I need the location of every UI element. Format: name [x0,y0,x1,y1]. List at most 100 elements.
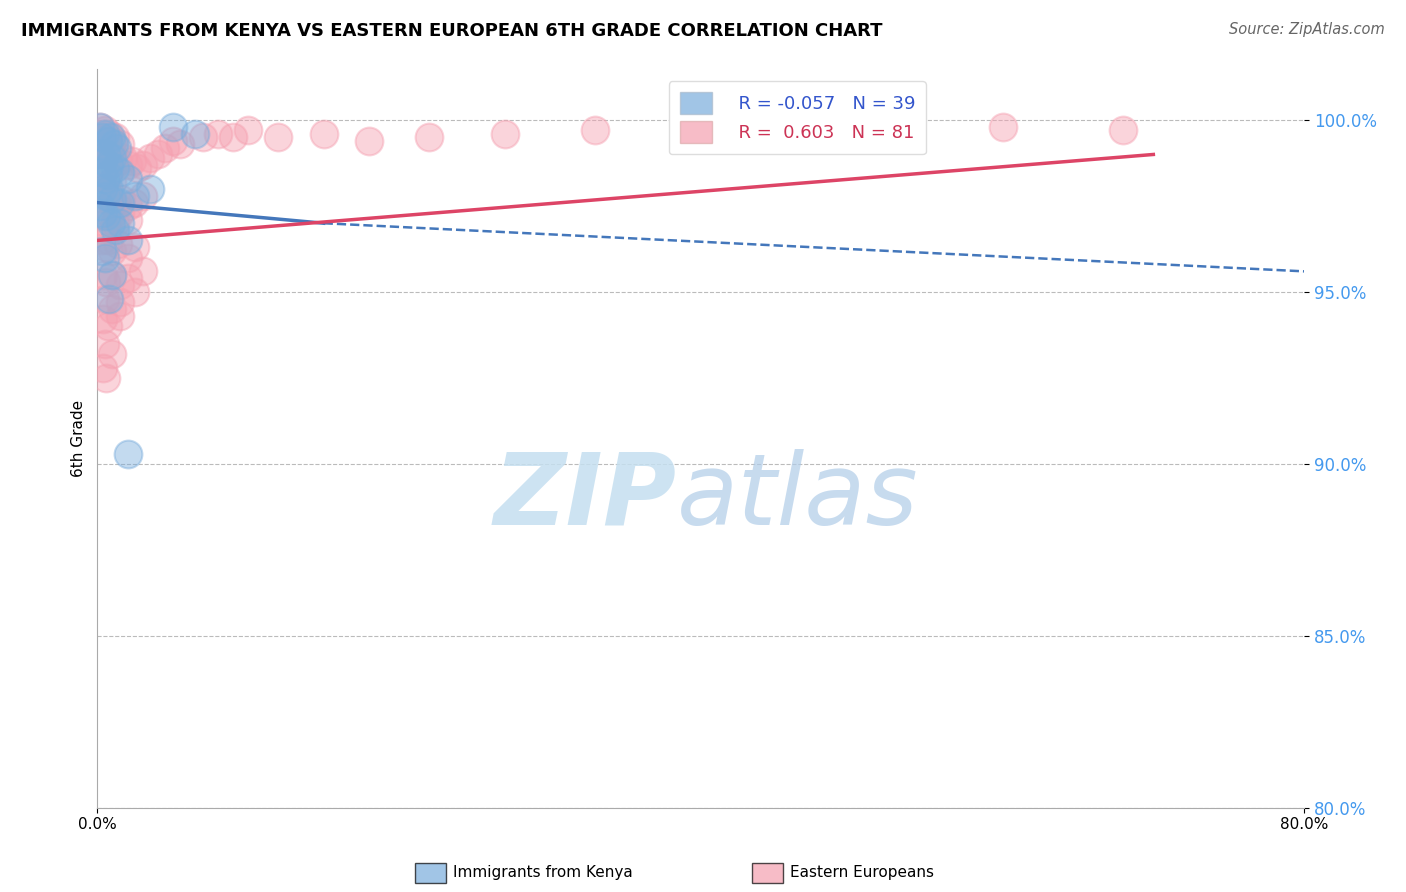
Point [108,216,131,230]
Text: ZIP: ZIP [494,449,676,546]
Point [104,161,127,176]
Point [103,151,125,165]
Point [96,188,118,202]
Point [89,199,111,213]
Point [107,236,129,251]
Text: IMMIGRANTS FROM KENYA VS EASTERN EUROPEAN 6TH GRADE CORRELATION CHART: IMMIGRANTS FROM KENYA VS EASTERN EUROPEA… [21,22,883,40]
Point [117,158,139,172]
Point [96,216,118,230]
Point [94,292,117,306]
Point [108,195,131,210]
Point [98,292,121,306]
Point [90,144,112,158]
Point [131,158,153,172]
Point [101,268,124,282]
Point [96,130,118,145]
Point [89,120,111,134]
Point [98,182,121,196]
Point [90,182,112,196]
Point [94,123,117,137]
Point [91,127,114,141]
Point [96,171,118,186]
Point [162,120,184,134]
Point [162,134,184,148]
Point [117,199,139,213]
Point [104,130,127,145]
Point [90,130,112,145]
Point [93,268,115,282]
Point [103,137,125,152]
Point [108,206,131,220]
Point [97,168,120,182]
Point [89,120,111,134]
Point [100,210,122,224]
Point [121,154,143,169]
Point [101,244,124,258]
Point [94,336,117,351]
Point [94,147,117,161]
Point [94,188,117,202]
Point [90,164,112,178]
Point [312,127,335,141]
Point [101,347,124,361]
Point [131,264,153,278]
Text: Immigrants from Kenya: Immigrants from Kenya [453,865,633,880]
Point [357,134,380,148]
Point [94,240,117,254]
Point [98,164,121,178]
Point [110,192,132,206]
Point [155,140,177,154]
Point [146,147,169,161]
Point [841,123,863,137]
Point [184,127,207,141]
Point [101,268,124,282]
Point [105,199,128,213]
Point [207,127,229,141]
Point [104,223,127,237]
Point [124,188,146,202]
Point [191,130,214,145]
Point [100,216,122,230]
Text: Source: ZipAtlas.com: Source: ZipAtlas.com [1229,22,1385,37]
Point [117,212,139,227]
Point [93,154,115,169]
Point [108,278,131,293]
Point [494,127,516,141]
Point [93,312,115,326]
Point [124,285,146,299]
Point [222,130,245,145]
Point [93,206,115,220]
Point [139,182,162,196]
Point [169,137,191,152]
Point [93,360,115,375]
Point [96,275,118,289]
Point [97,140,120,154]
Point [689,120,711,134]
Point [93,182,115,196]
Point [93,164,115,178]
Point [97,319,120,334]
Point [238,123,260,137]
Point [98,158,121,172]
Point [583,123,606,137]
Point [90,244,112,258]
Point [97,234,120,248]
Point [97,134,120,148]
Point [117,271,139,285]
Point [96,147,118,161]
Point [108,137,131,152]
Point [117,446,139,460]
Point [98,127,121,141]
Point [107,154,129,169]
Point [124,240,146,254]
Point [117,234,139,248]
Point [105,140,128,154]
Point [108,164,131,178]
Point [89,147,111,161]
Legend:   R = -0.057   N = 39,   R =  0.603   N = 81: R = -0.057 N = 39, R = 0.603 N = 81 [669,81,927,154]
Point [125,161,148,176]
Point [96,371,118,385]
Point [94,251,117,265]
Point [111,151,134,165]
Point [117,251,139,265]
